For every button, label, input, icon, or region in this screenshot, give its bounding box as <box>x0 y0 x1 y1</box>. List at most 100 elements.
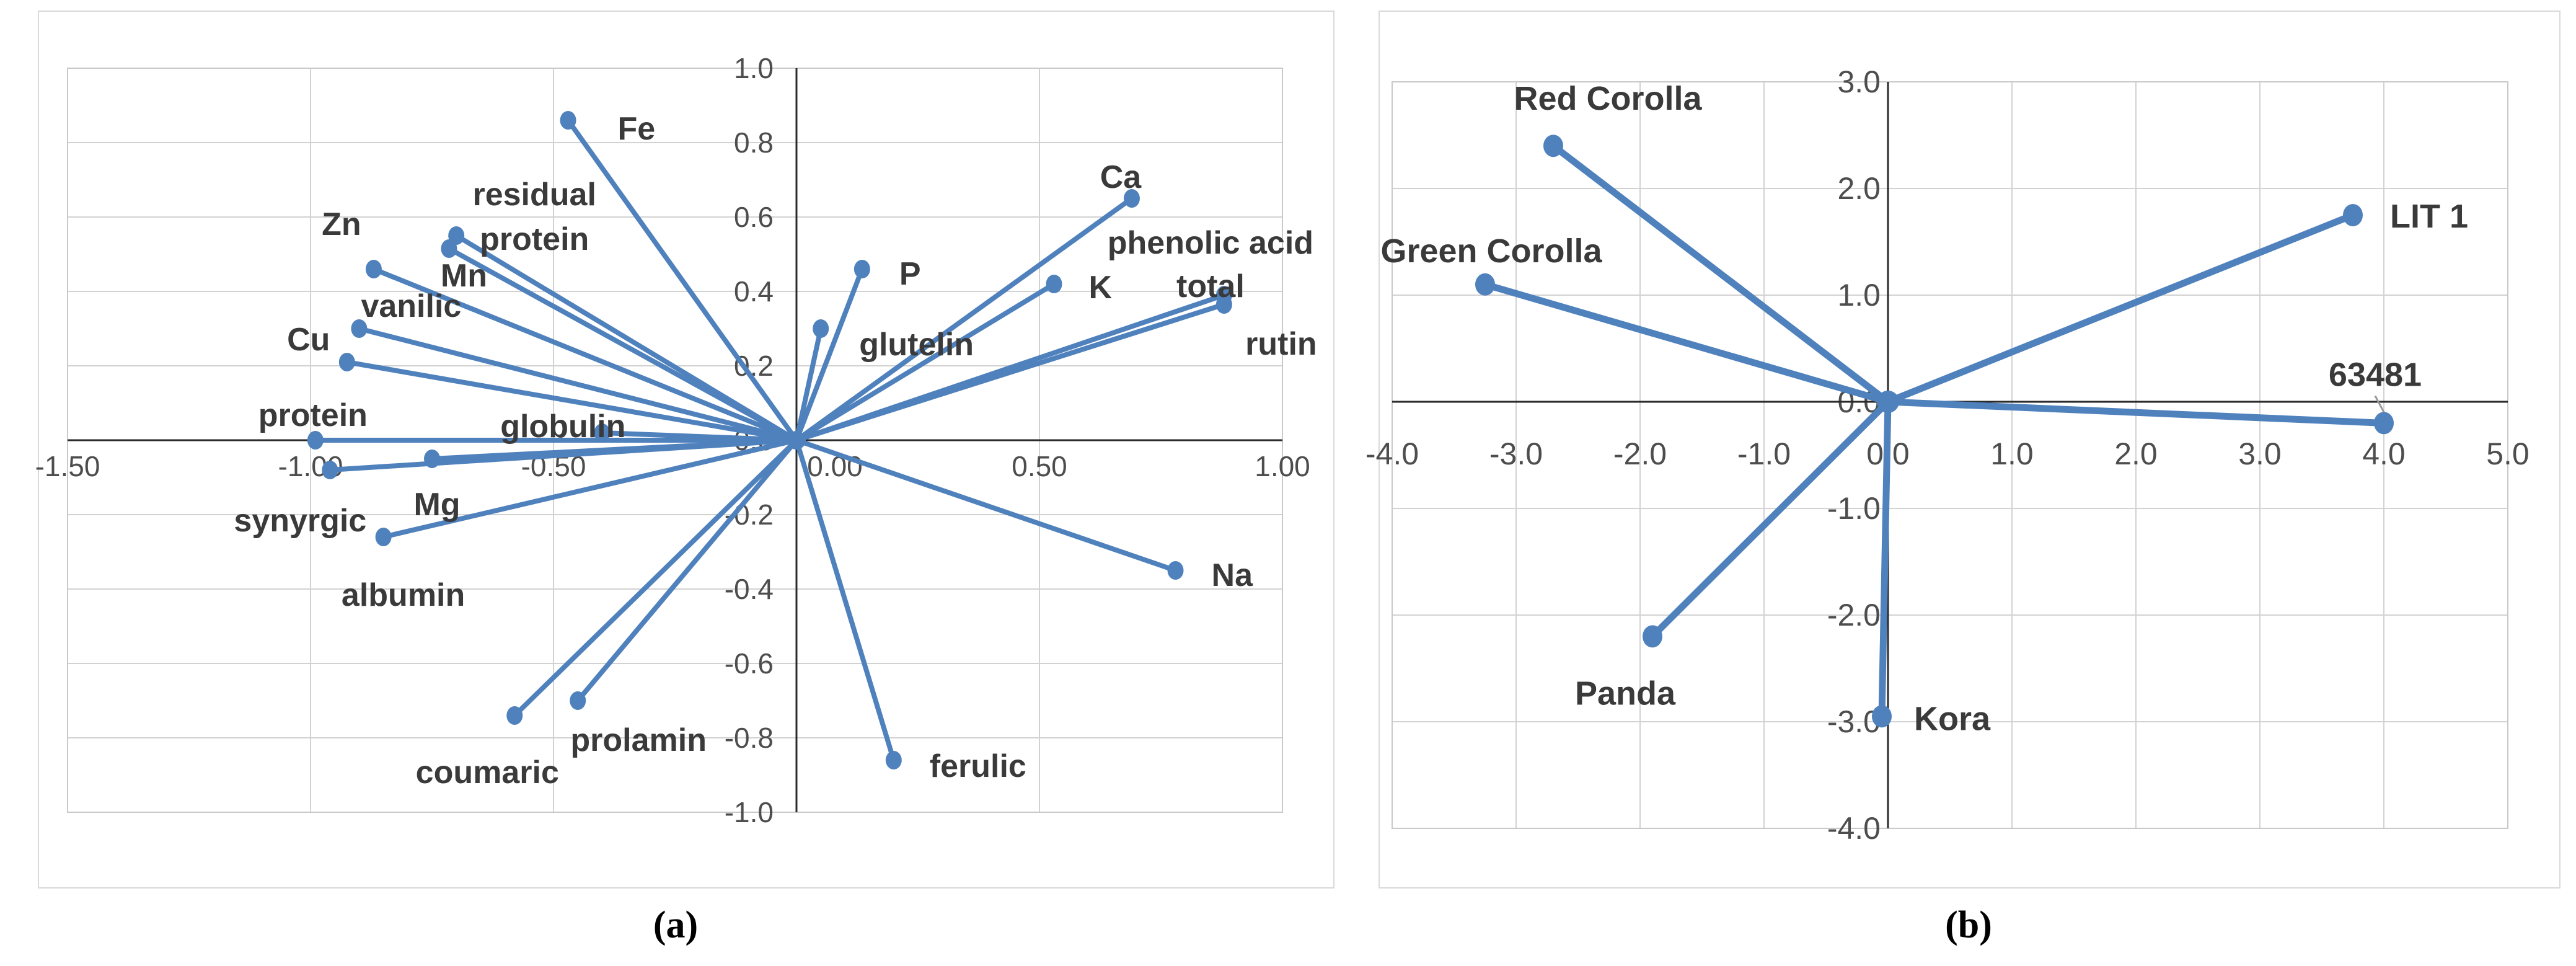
point-label-phenolic-acid-total: total <box>1176 268 1245 304</box>
y-axis-tick-label: -2.0 <box>1827 598 1881 632</box>
x-axis-tick-label: -1.0 <box>1737 436 1791 471</box>
vector-coumaric <box>512 438 799 718</box>
y-axis-tick-label: -0.8 <box>725 722 774 754</box>
point-label-residual-protein: residual <box>472 177 596 213</box>
data-point-63481 <box>2374 412 2394 435</box>
origin-marker-b <box>1877 391 1899 413</box>
vector-vanilic <box>356 326 799 443</box>
y-axis-tick-label: -4.0 <box>1827 811 1881 846</box>
data-point-rutin <box>1215 295 1232 314</box>
chart-panel-a: -1.50 -1.00 -0.50 0.00 0.50 1.001.00.80.60.40… <box>35 11 1334 946</box>
data-point-lit-1 <box>2343 204 2363 226</box>
point-label-vanilic: vanilic <box>361 288 461 324</box>
point-label-ca: Ca <box>1100 159 1142 195</box>
y-axis-tick-label: 0.8 <box>734 126 774 159</box>
point-label-coumaric: coumaric <box>416 755 559 791</box>
data-point-glutelin <box>813 319 829 338</box>
y-axis-tick-label: 1.0 <box>1837 278 1881 312</box>
point-label-mg: Mg <box>413 487 460 523</box>
data-point-cu <box>338 353 355 371</box>
data-point-albumin <box>375 528 392 546</box>
x-axis-tick-label: -1.50 <box>35 450 100 482</box>
point-label-fe: Fe <box>618 111 656 147</box>
point-label-red-corolla: Red Corolla <box>1514 80 1702 117</box>
data-point-panda <box>1643 625 1662 648</box>
data-point-globulin <box>594 423 611 442</box>
y-axis-tick-label: -0.6 <box>725 647 774 680</box>
x-axis-tick-label: 1.00 <box>1255 450 1310 482</box>
point-label-albumin: albumin <box>342 577 465 613</box>
y-axis-tick-label: 2.0 <box>1837 171 1881 206</box>
data-point-protein <box>307 431 324 450</box>
y-axis-tick-label: -1.0 <box>725 796 774 828</box>
y-axis-tick-label: -1.0 <box>1827 491 1881 526</box>
x-axis-tick-label: -3.0 <box>1489 436 1543 471</box>
point-label-synyrgic: synyrgic <box>234 503 366 539</box>
y-axis-tick-label: 1.0 <box>734 52 774 84</box>
vector-na <box>794 438 1178 573</box>
vectors-a <box>312 118 1227 763</box>
vector-mn <box>446 246 799 443</box>
vector-residual-protein <box>454 233 799 443</box>
point-label-na: Na <box>1212 557 1254 593</box>
point-label-rutin: rutin <box>1245 326 1317 362</box>
data-point-prolamin <box>570 691 586 710</box>
vector-ferulic <box>794 438 896 763</box>
vector-lit-1 <box>1884 211 2357 405</box>
data-point-na <box>1167 561 1184 580</box>
vector-zn <box>371 267 799 443</box>
point-label-glutelin: glutelin <box>859 327 974 363</box>
point-label-panda: Panda <box>1575 675 1676 712</box>
point-label-k: K <box>1089 270 1113 306</box>
vector-cu <box>344 360 799 443</box>
x-axis-tick-label: 5.0 <box>2486 436 2530 471</box>
point-label-zn: Zn <box>322 206 361 242</box>
data-point-red-corolla <box>1543 135 1563 157</box>
x-axis-tick-label: -2.0 <box>1613 436 1667 471</box>
point-labels-b: Red Corolla Green Corolla LIT 1 63481 Panda K… <box>1380 80 2468 737</box>
vector-k <box>794 281 1057 443</box>
vector-panda <box>1649 398 1892 640</box>
vector-prolamin <box>575 438 799 703</box>
point-label-prolamin: prolamin <box>570 722 707 758</box>
x-axis-tick-label: 1.0 <box>1990 436 2034 471</box>
panel-b-caption: (b) <box>1945 904 1992 946</box>
data-point-ca <box>1123 189 1140 208</box>
data-point-mg <box>424 450 440 468</box>
point-label-phenolic-acid-total: phenolic acid <box>1108 225 1313 261</box>
data-point-synyrgic <box>322 461 338 479</box>
data-point-zn <box>365 260 382 278</box>
y-axis-tick-label: 0.6 <box>734 201 774 233</box>
label-leader-63481 <box>2374 395 2386 415</box>
vector-rutin <box>794 302 1227 443</box>
data-point-mn <box>441 239 457 258</box>
y-axis-tick-label: 0.4 <box>734 275 774 308</box>
markers-b <box>1475 135 2394 728</box>
x-axis-tick-label: 0.50 <box>1012 450 1067 482</box>
data-point-fe <box>560 111 576 130</box>
vector-fe <box>565 118 799 443</box>
markers-a <box>307 111 1232 769</box>
data-point-kora <box>1872 705 1892 728</box>
vector-globulin <box>599 430 799 443</box>
x-axis-tick-label: 4.0 <box>2362 436 2406 471</box>
point-label-green-corolla: Green Corolla <box>1380 233 1602 270</box>
vector-albumin <box>381 438 799 539</box>
point-label-kora: Kora <box>1914 700 1991 737</box>
point-label-mn: Mn <box>441 258 487 294</box>
x-axis-tick-label: 2.0 <box>2114 436 2158 471</box>
point-label-globulin: globulin <box>500 409 625 445</box>
data-point-k <box>1046 275 1062 293</box>
point-label-63481: 63481 <box>2329 356 2422 393</box>
vector-ca <box>794 196 1134 443</box>
panel-a-caption: (a) <box>653 904 698 946</box>
point-label-ferulic: ferulic <box>930 748 1026 784</box>
vector-kora <box>1878 398 1892 720</box>
vector-63481 <box>1884 398 2388 427</box>
origin-marker-a <box>787 431 806 450</box>
vector-red-corolla <box>1550 142 1892 405</box>
point-label-cu: Cu <box>287 322 330 358</box>
